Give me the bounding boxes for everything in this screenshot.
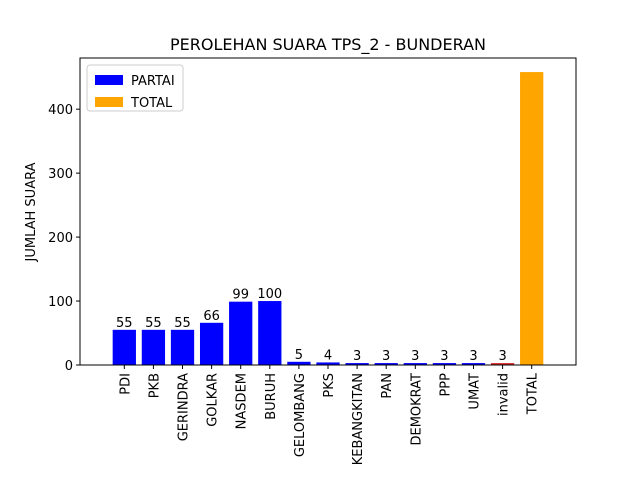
data-label-pdi: 55 <box>116 316 133 331</box>
y-tick-label: 400 <box>48 103 73 118</box>
data-label-pan: 3 <box>382 349 390 364</box>
data-label-ppp: 3 <box>440 349 448 364</box>
x-tick-label-demokrat: DEMOKRAT <box>409 373 424 446</box>
legend-swatch-partai <box>95 75 123 85</box>
y-tick-label: 0 <box>65 359 73 374</box>
legend: PARTAI TOTAL <box>86 64 184 112</box>
x-tick-label-pdi: PDI <box>118 373 133 395</box>
x-tick-label-buruh: BURUH <box>264 373 279 420</box>
data-label-invalid: 3 <box>498 349 506 364</box>
chart-title: PEROLEHAN SUARA TPS_2 - BUNDERAN <box>170 35 486 55</box>
bar-gerindra <box>170 329 195 365</box>
y-tick-label: 200 <box>48 231 73 246</box>
data-label-golkar: 66 <box>203 309 220 324</box>
bar-kebangkitan <box>345 363 369 365</box>
bar-invalid <box>490 363 515 365</box>
data-label-gerindra: 55 <box>174 316 191 331</box>
x-tick-label-pan: PAN <box>380 373 395 399</box>
bar-pan <box>374 363 398 365</box>
bar-pkb <box>141 329 166 365</box>
bar-nasdem <box>229 301 253 365</box>
x-tick-label-umat: UMAT <box>467 373 482 410</box>
plot-area: 55 55 55 66 99 100 5 4 3 3 3 3 3 3 0 100 200 300 400 PDI PKB… <box>48 57 577 465</box>
data-label-buruh: 100 <box>257 287 282 302</box>
y-axis-label: JUMLAH SUARA <box>24 162 39 262</box>
x-tick-label-pkb: PKB <box>147 373 162 398</box>
legend-label-partai: PARTAI <box>131 74 175 89</box>
data-label-nasdem: 99 <box>232 288 249 303</box>
x-tick-label-total: TOTAL <box>526 372 541 415</box>
bar-total <box>520 72 544 365</box>
data-label-demokrat: 3 <box>411 349 419 364</box>
bar-umat <box>461 363 486 365</box>
bar-gelombang <box>287 361 311 365</box>
x-tick-label-golkar: GOLKAR <box>206 373 221 427</box>
bar-pks <box>316 362 340 365</box>
x-tick-label-pks: PKS <box>322 373 337 398</box>
bar-pdi <box>112 329 136 365</box>
x-tick-label-invalid: invalid <box>497 373 512 416</box>
x-tick-label-gelombang: GELOMBANG <box>293 373 308 457</box>
y-tick-label: 100 <box>48 295 73 310</box>
data-label-pkb: 55 <box>145 316 162 331</box>
data-label-umat: 3 <box>469 349 477 364</box>
data-label-gelombang: 5 <box>295 348 303 363</box>
bar-ppp <box>432 363 457 365</box>
legend-swatch-total <box>95 97 123 107</box>
bar-buruh <box>258 301 282 365</box>
y-tick-label: 300 <box>48 167 73 182</box>
legend-label-total: TOTAL <box>130 96 173 111</box>
x-tick-label-ppp: PPP <box>438 373 453 397</box>
x-tick-label-kebangkitan: KEBANGKITAN <box>351 373 366 465</box>
bar-golkar <box>199 322 224 365</box>
bar-demokrat <box>403 363 427 365</box>
x-tick-label-gerindra: GERINDRA <box>177 373 192 441</box>
x-tick-label-nasdem: NASDEM <box>235 373 250 429</box>
data-label-kebangkitan: 3 <box>353 349 361 364</box>
data-label-pks: 4 <box>324 348 332 363</box>
